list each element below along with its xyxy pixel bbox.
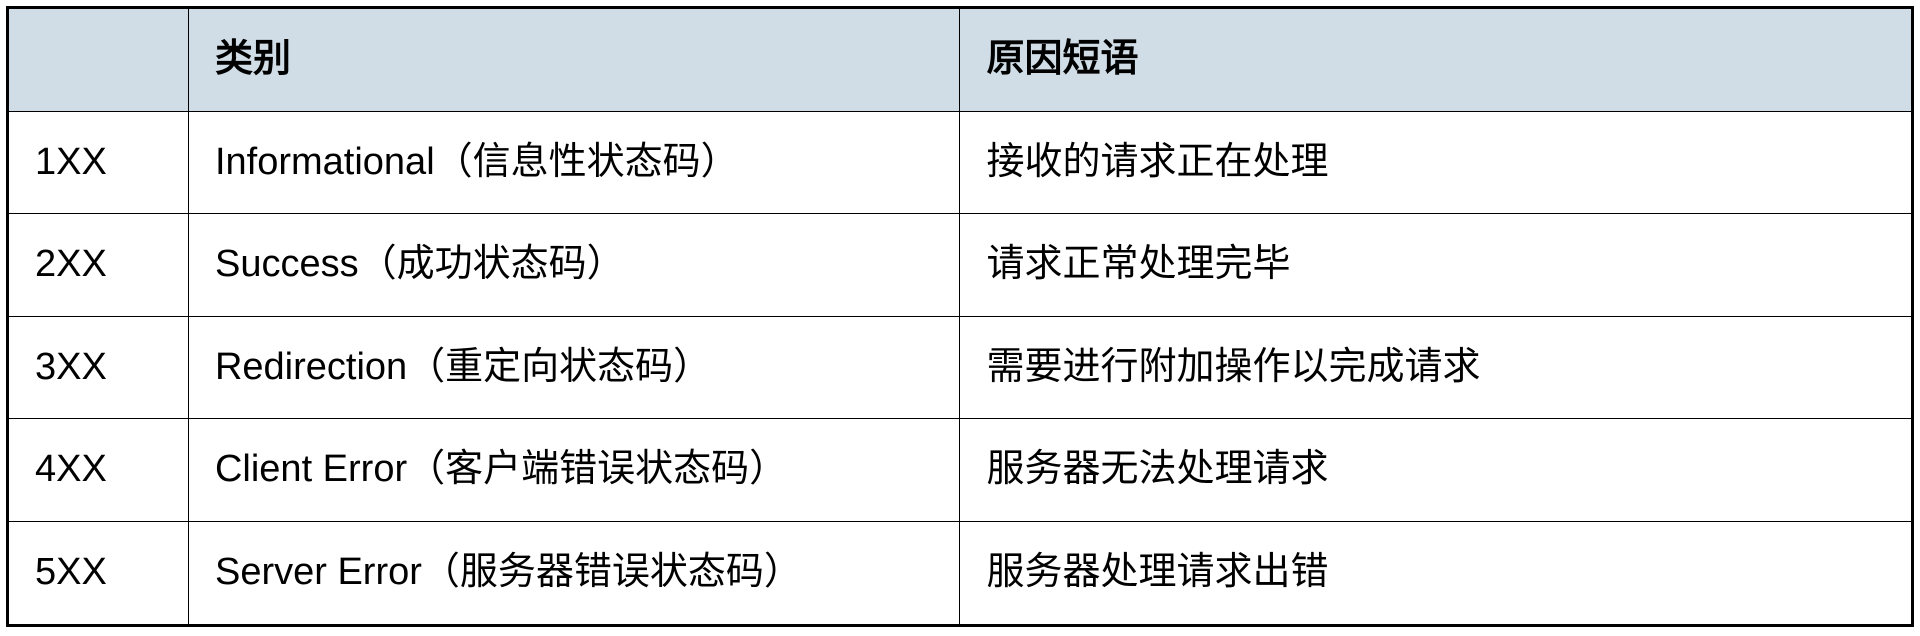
cell-code: 1XX	[8, 111, 189, 214]
cell-reason: 需要进行附加操作以完成请求	[960, 316, 1913, 419]
table-header-row: 类别 原因短语	[8, 8, 1913, 112]
header-category: 类别	[188, 8, 960, 112]
header-empty	[8, 8, 189, 112]
cell-code: 2XX	[8, 214, 189, 317]
cell-code: 4XX	[8, 419, 189, 522]
cell-reason: 接收的请求正在处理	[960, 111, 1913, 214]
cell-category: Informational（信息性状态码）	[188, 111, 960, 214]
header-reason: 原因短语	[960, 8, 1913, 112]
table-row: 2XX Success（成功状态码） 请求正常处理完毕	[8, 214, 1913, 317]
cell-category: Client Error（客户端错误状态码）	[188, 419, 960, 522]
cell-reason: 服务器处理请求出错	[960, 521, 1913, 625]
cell-reason: 请求正常处理完毕	[960, 214, 1913, 317]
table-row: 4XX Client Error（客户端错误状态码） 服务器无法处理请求	[8, 419, 1913, 522]
cell-category: Success（成功状态码）	[188, 214, 960, 317]
cell-reason: 服务器无法处理请求	[960, 419, 1913, 522]
table-row: 5XX Server Error（服务器错误状态码） 服务器处理请求出错	[8, 521, 1913, 625]
table-row: 1XX Informational（信息性状态码） 接收的请求正在处理	[8, 111, 1913, 214]
status-code-table: 类别 原因短语 1XX Informational（信息性状态码） 接收的请求正…	[6, 6, 1914, 627]
cell-code: 5XX	[8, 521, 189, 625]
cell-category: Server Error（服务器错误状态码）	[188, 521, 960, 625]
cell-code: 3XX	[8, 316, 189, 419]
table-row: 3XX Redirection（重定向状态码） 需要进行附加操作以完成请求	[8, 316, 1913, 419]
cell-category: Redirection（重定向状态码）	[188, 316, 960, 419]
